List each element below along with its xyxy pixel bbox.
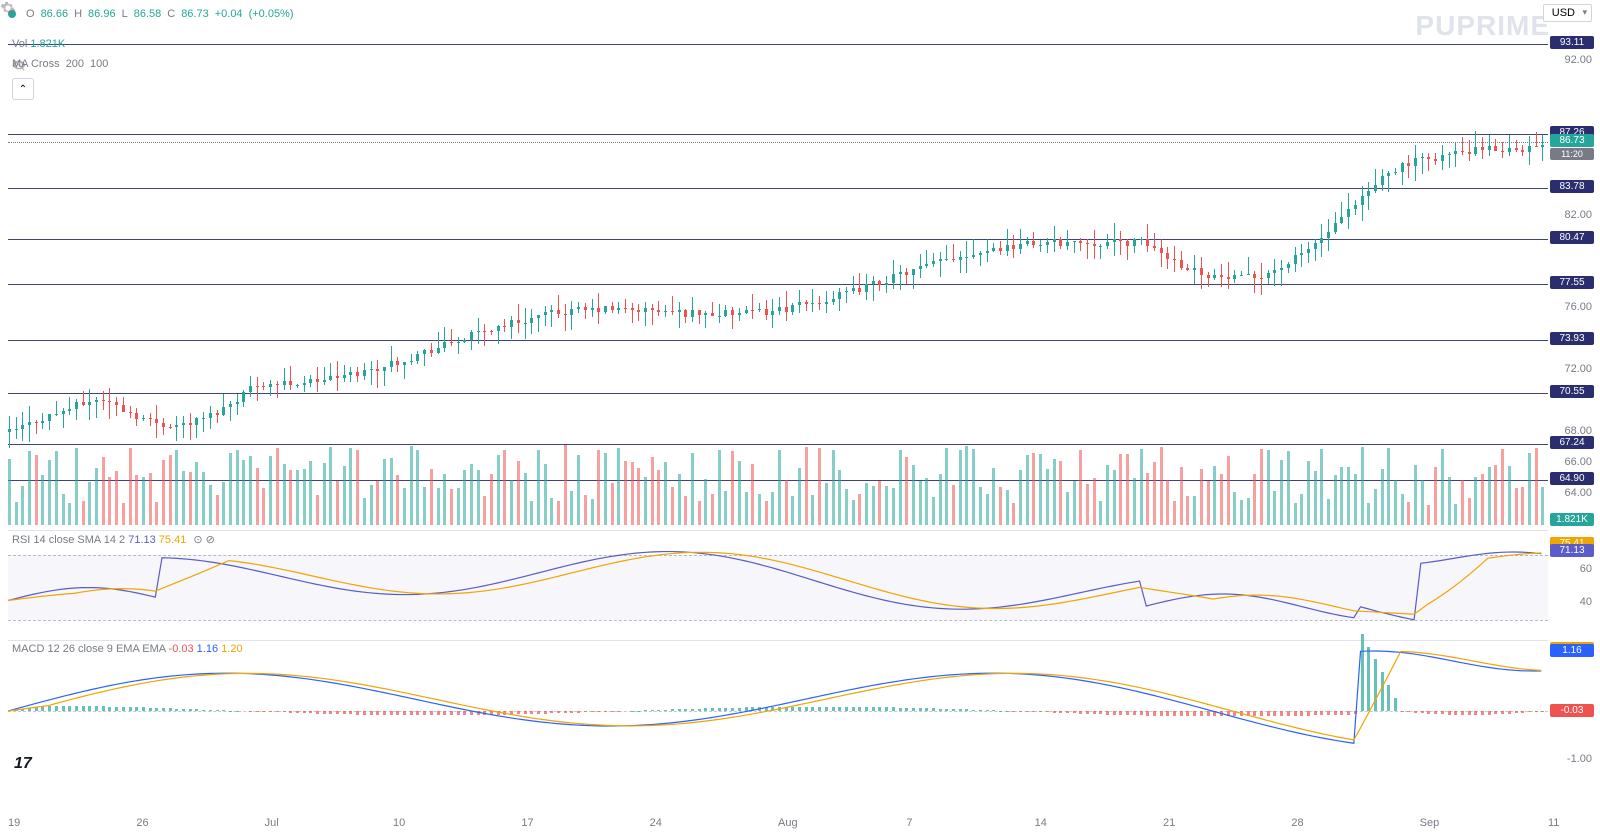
open-label: O bbox=[26, 8, 35, 20]
top-bar: O 86.66 H 86.96 L 86.58 C 86.73 +0.04 (+0.05… bbox=[8, 4, 1592, 24]
chart-container: O 86.66 H 86.96 L 86.58 C 86.73 +0.04 (+0.05… bbox=[0, 0, 1600, 833]
open-value: 86.66 bbox=[41, 8, 69, 20]
macd-v1: -0.03 bbox=[169, 643, 194, 655]
low-label: L bbox=[122, 8, 128, 20]
ma-p1: 200 bbox=[66, 58, 84, 70]
close-label: C bbox=[167, 8, 175, 20]
rsi-label: RSI 14 close SMA 14 2 71.13 75.41 ⊙ ⊘ bbox=[12, 533, 215, 546]
macd-v2: 1.16 bbox=[197, 643, 218, 655]
rsi-v2: 75.41 bbox=[159, 534, 187, 546]
ma-text: MA Cross bbox=[12, 58, 60, 70]
change-pct: (+0.05%) bbox=[249, 8, 294, 20]
high-label: H bbox=[74, 8, 82, 20]
rsi-axis: 604075.4171.13 bbox=[1550, 530, 1594, 635]
status-dot bbox=[8, 10, 16, 18]
rsi-controls[interactable]: ⊙ ⊘ bbox=[193, 534, 215, 546]
currency-selector[interactable]: USD bbox=[1543, 4, 1592, 22]
rsi-v1: 71.13 bbox=[128, 534, 156, 546]
macd-params: 12 26 close 9 EMA EMA bbox=[47, 643, 165, 655]
close-value: 86.73 bbox=[181, 8, 209, 20]
macd-axis: 1.20-1.001.201.16-0.03 bbox=[1550, 640, 1594, 770]
ohlc-display: O 86.66 H 86.96 L 86.58 C 86.73 +0.04 (+0.05… bbox=[8, 8, 294, 20]
time-axis: 1926Jul101724Aug7142128Sep11 bbox=[8, 811, 1548, 829]
collapse-button[interactable]: ⌃ bbox=[12, 78, 34, 100]
macd-v3: 1.20 bbox=[221, 643, 242, 655]
main-price-chart[interactable] bbox=[8, 30, 1548, 525]
vol-text: Vol bbox=[12, 38, 27, 50]
vol-value: 1.821K bbox=[30, 38, 65, 50]
low-value: 86.58 bbox=[134, 8, 162, 20]
macd-text: MACD bbox=[12, 643, 44, 655]
macd-panel[interactable]: MACD 12 26 close 9 EMA EMA -0.03 1.16 1.… bbox=[8, 640, 1548, 770]
price-axis: 93.1187.2683.7880.4777.5573.9370.5567.24… bbox=[1550, 30, 1594, 525]
tradingview-logo: 17 bbox=[14, 755, 32, 773]
rsi-panel[interactable]: RSI 14 close SMA 14 2 71.13 75.41 ⊙ ⊘ bbox=[8, 530, 1548, 635]
change-value: +0.04 bbox=[215, 8, 243, 20]
ma-p2: 100 bbox=[90, 58, 108, 70]
ma-cross-label: MA Cross 200 100 bbox=[12, 58, 108, 70]
rsi-text: RSI bbox=[12, 534, 30, 546]
high-value: 86.96 bbox=[88, 8, 116, 20]
rsi-params: 14 close SMA 14 2 bbox=[33, 534, 125, 546]
volume-indicator-label: Vol 1.821K bbox=[12, 38, 65, 50]
macd-label: MACD 12 26 close 9 EMA EMA -0.03 1.16 1.… bbox=[12, 643, 243, 655]
